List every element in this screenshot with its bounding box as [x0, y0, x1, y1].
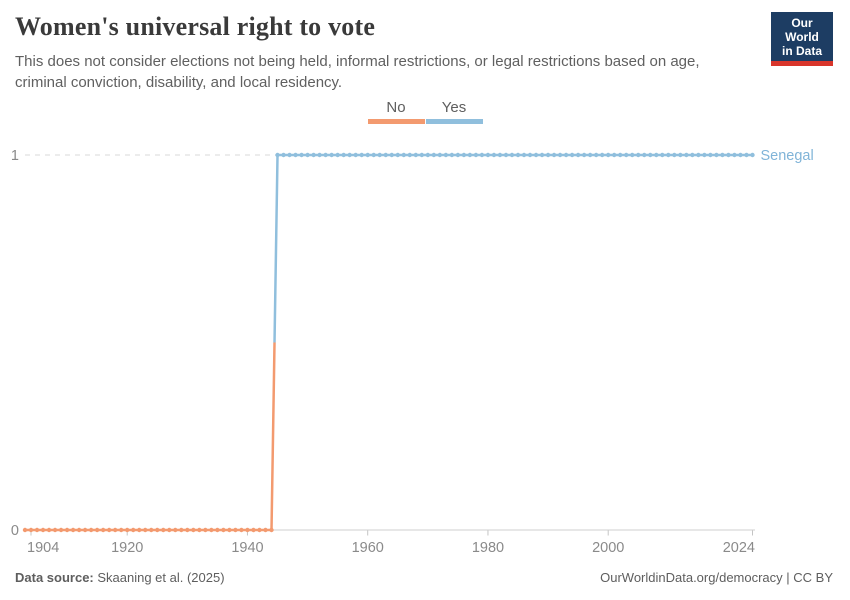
owid-logo[interactable]: Our World in Data — [771, 12, 833, 66]
x-tick-label: 1960 — [352, 540, 384, 556]
owid-logo-line1: Our World — [785, 16, 819, 44]
legend-label: Yes — [441, 99, 467, 116]
attribution-link[interactable]: OurWorldinData.org/democracy | CC BY — [600, 570, 833, 585]
owid-logo-line2: in Data — [781, 44, 822, 58]
data-source-note: Data source: Skaaning et al. (2025) — [15, 570, 225, 585]
legend-item-no[interactable]: No — [367, 99, 425, 124]
chart-legend: No Yes — [0, 99, 850, 124]
y-tick-label: 0 — [11, 523, 19, 539]
x-tick-label: 2000 — [592, 540, 624, 556]
legend-item-yes[interactable]: Yes — [425, 99, 483, 124]
series-line-no — [25, 342, 276, 532]
x-tick-label: 1940 — [231, 540, 263, 556]
chart-title: Women's universal right to vote — [15, 12, 376, 41]
legend-swatch — [425, 119, 483, 124]
legend-swatch — [367, 119, 425, 124]
series-points-no — [22, 527, 274, 533]
chart-subtitle: This does not consider elections not bei… — [15, 53, 700, 91]
y-tick-label: 1 — [11, 148, 19, 164]
x-tick-label: 1904 — [27, 540, 59, 556]
entity-label[interactable]: Senegal — [761, 148, 814, 164]
data-source-value: Skaaning et al. (2025) — [93, 570, 225, 585]
x-tick-label: 2024 — [723, 540, 755, 556]
data-source-label: Data source: — [15, 570, 94, 585]
series-line-yes — [273, 153, 753, 343]
x-tick-label: 1980 — [472, 540, 504, 556]
series-points-yes — [275, 152, 755, 158]
legend-label: No — [386, 99, 406, 116]
x-tick-label: 1920 — [111, 540, 143, 556]
